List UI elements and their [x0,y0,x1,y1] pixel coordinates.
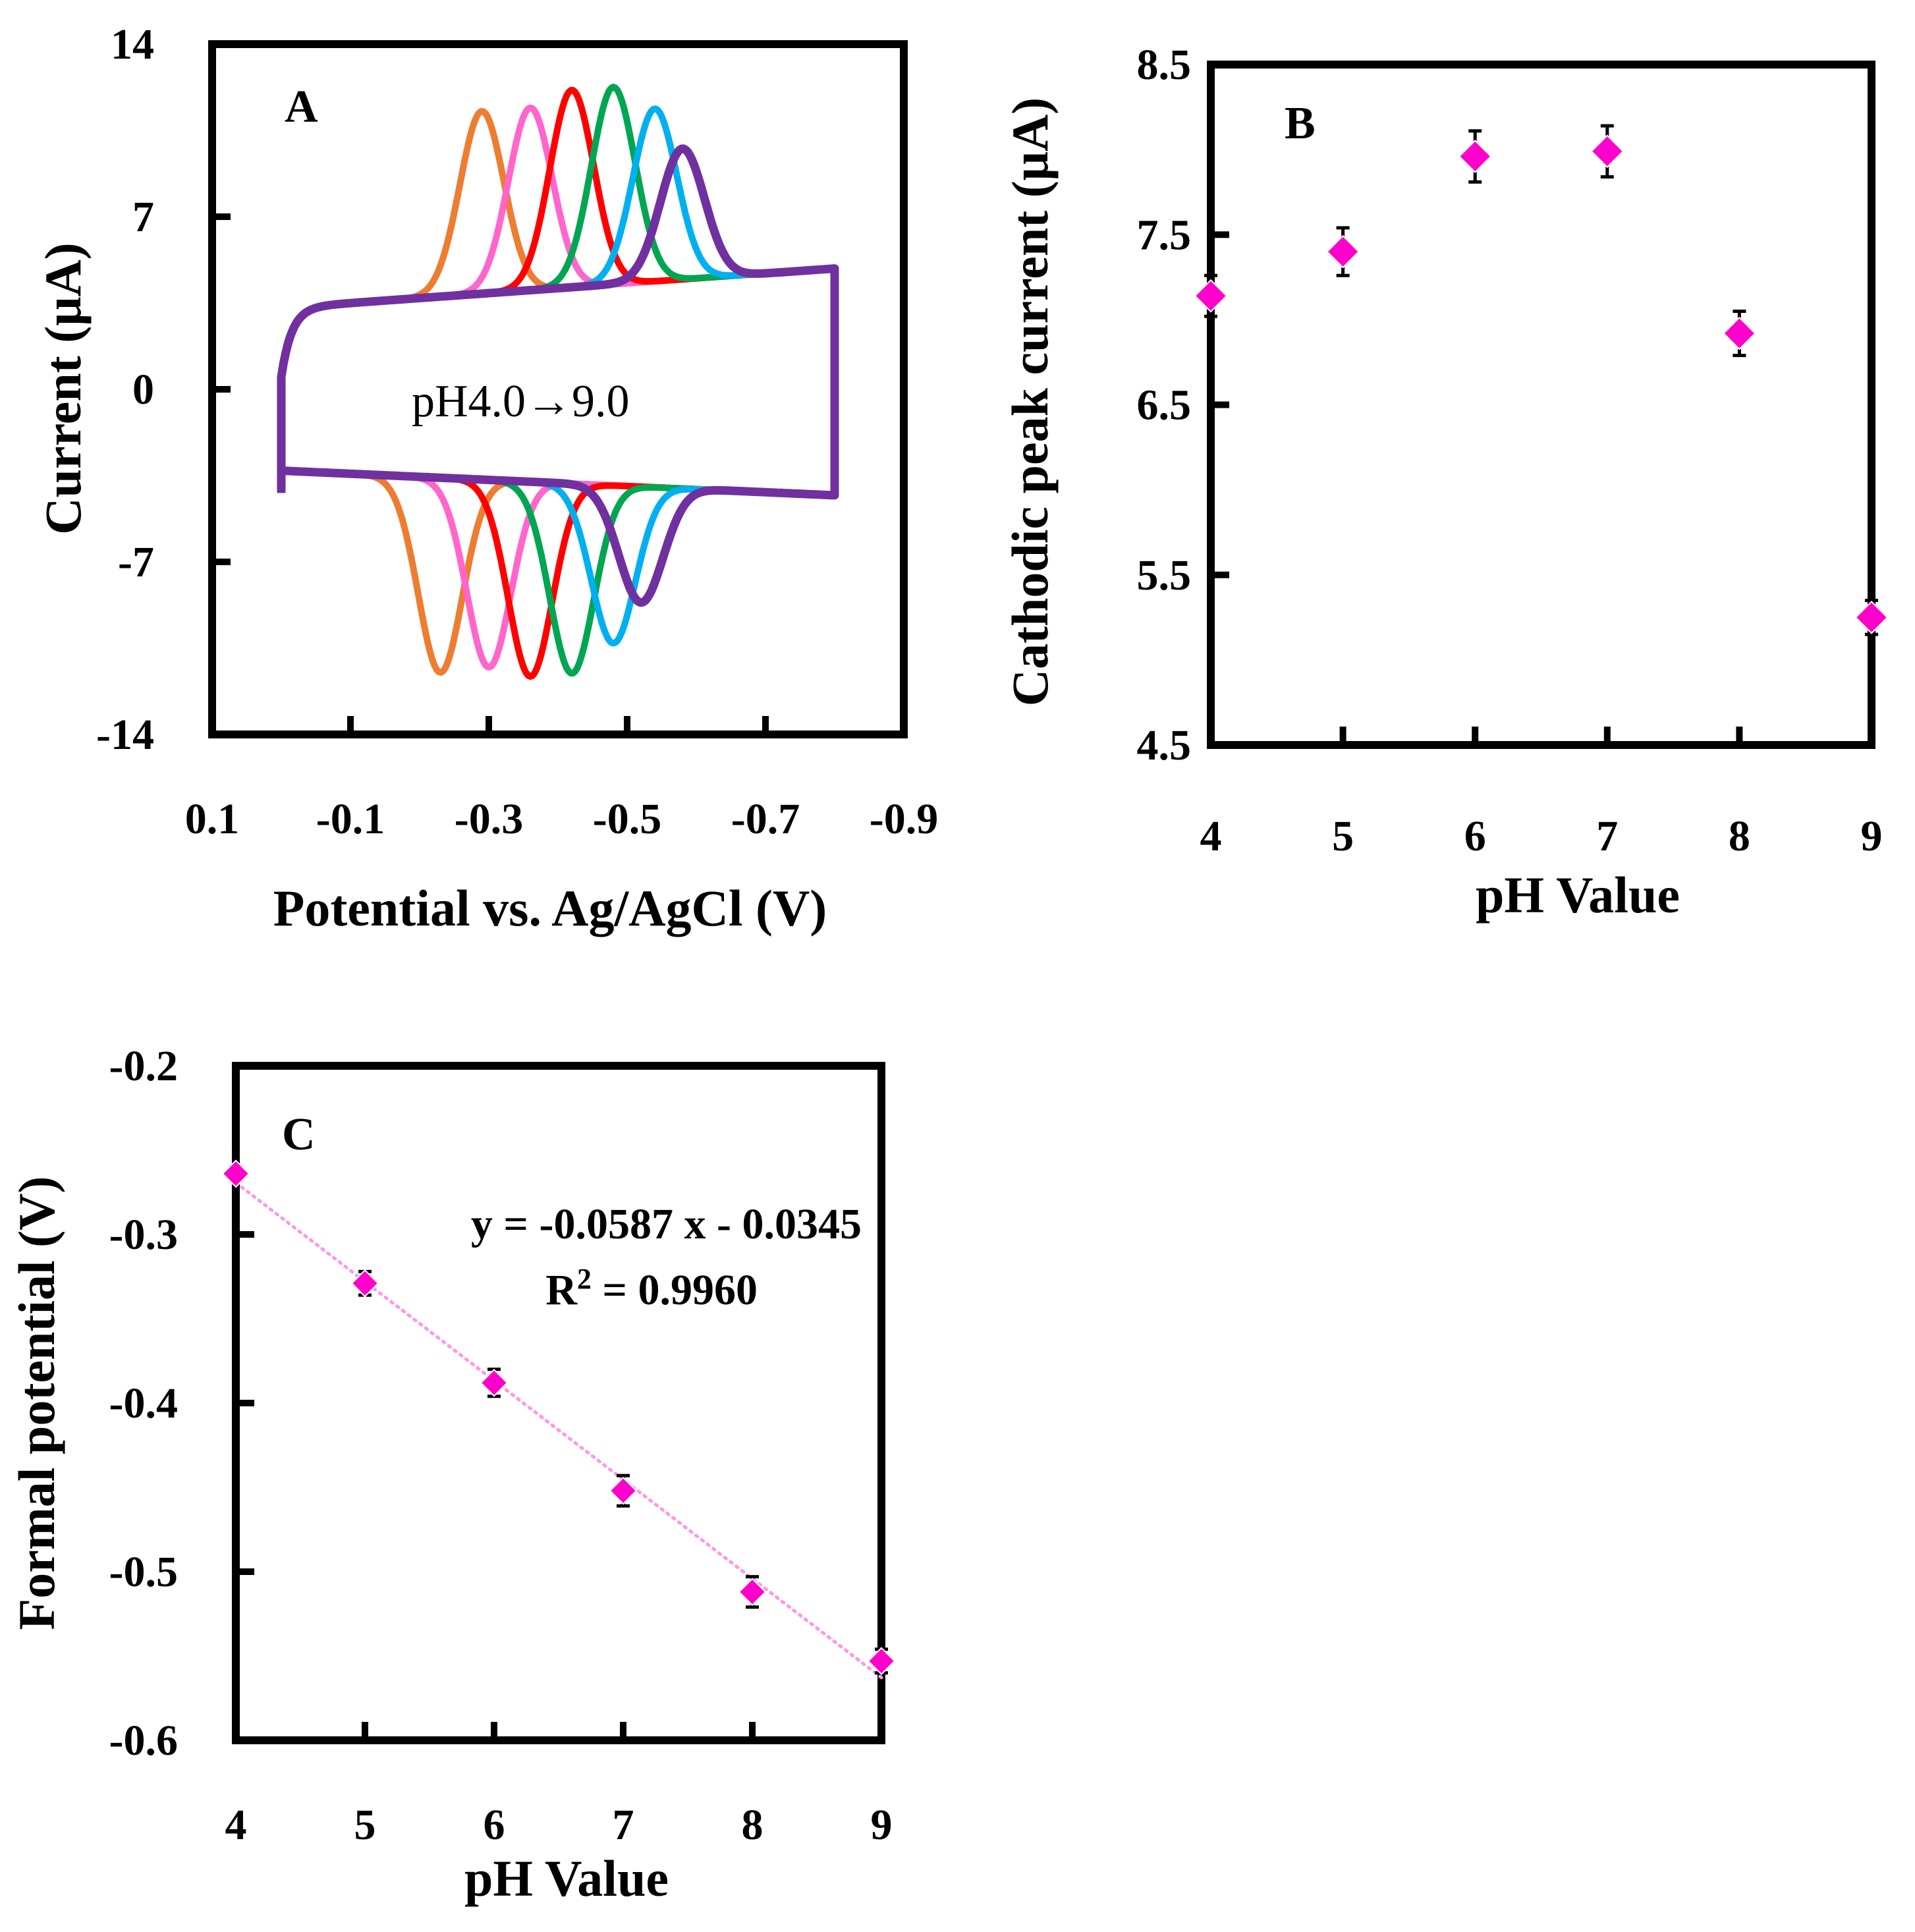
r-squared-label: R [545,1266,578,1314]
data-point [867,1647,896,1676]
data-point [1458,140,1492,173]
x-tick-label: 9 [1861,812,1883,860]
y-tick-label: 4.5 [1137,721,1192,769]
x-tick-label: 7 [1596,812,1618,860]
cv-curves [277,84,839,680]
y-tick-label: -14 [96,711,154,759]
data-point [480,1368,509,1397]
x-axis-title: Potential vs. Ag/AgCl (V) [273,879,827,937]
x-tick-label: 6 [1464,812,1486,860]
panel-label: C [282,1109,316,1160]
x-axis-title: pH Value [1476,866,1680,924]
y-tick-label: -0.4 [109,1379,178,1427]
x-tick-label: 0.1 [185,795,240,843]
panel-b-chart: 4 5 6 7 8 9 4.5 5.5 6.5 7.5 8.5 B Cathodic peak cu… [1001,41,1889,924]
r-squared-superscript: 2 [577,1263,592,1295]
x-tick-label: -0.9 [870,795,938,843]
fit-equation: y = -0.0587 x - 0.0345 [471,1200,862,1248]
y-tick-label: 8.5 [1137,41,1192,89]
x-tick-label: 4 [1200,812,1222,860]
trendline [234,1180,883,1680]
data-point [221,1159,250,1188]
r-squared-value: = 0.9960 [592,1266,758,1314]
data-point [738,1578,767,1607]
data-point [1590,134,1624,169]
data-point [1722,316,1756,350]
x-tick-label: 9 [871,1801,893,1849]
data-point [1194,279,1228,313]
cv-curve [277,144,839,607]
x-tick-label: 8 [1729,812,1750,860]
axis-ticks: 0.1 -0.1 -0.3 -0.5 -0.7 -0.9 -14 -7 0 7 14 [96,20,938,843]
data-point [1326,235,1360,269]
r-squared: R2 = 0.9960 [545,1263,758,1314]
data-point [609,1476,638,1505]
x-axis-title: pH Value [464,1850,669,1907]
x-tick-label: 6 [484,1801,505,1849]
y-axis-title: Formal potential (V) [8,1176,65,1630]
y-axis-title: Current (μA) [34,242,92,535]
y-tick-label: -0.2 [109,1042,178,1090]
y-tick-label: -0.5 [109,1548,178,1596]
plot-frame [232,1062,885,1744]
y-tick-label: -7 [118,538,154,586]
axis-ticks: 4 5 6 7 8 9 -0.6 -0.5 -0.4 -0.3 -0.2 [109,1042,893,1849]
annotation-ph-range: pH4.0→9.0 [412,376,630,427]
y-tick-label: 14 [111,20,154,69]
x-tick-label: -0.7 [731,795,800,843]
y-tick-label: 7 [132,193,154,241]
x-tick-label: 8 [742,1801,763,1849]
y-tick-label: -0.6 [109,1717,178,1765]
data-points [1194,124,1889,636]
axis-ticks: 4 5 6 7 8 9 4.5 5.5 6.5 7.5 8.5 [1137,41,1883,860]
y-tick-label: 0 [132,366,154,414]
y-tick-label: 5.5 [1137,551,1192,599]
x-tick-label: 5 [1332,812,1354,860]
x-tick-label: -0.5 [593,795,661,843]
y-axis-title: Cathodic peak current (μA) [1001,97,1059,707]
data-point [350,1269,379,1298]
x-tick-label: -0.1 [316,795,385,843]
x-tick-label: 4 [225,1801,247,1849]
y-tick-label: -0.3 [109,1211,178,1259]
data-points [221,1159,896,1676]
x-tick-label: -0.3 [455,795,523,843]
panel-a-chart: 0.1 -0.1 -0.3 -0.5 -0.7 -0.9 -14 -7 0 7 14 A pH4.0… [34,20,938,937]
panel-label: B [1285,98,1316,149]
plot-frame [1207,61,1875,749]
y-tick-label: 6.5 [1137,381,1192,429]
y-tick-label: 7.5 [1137,211,1192,259]
x-tick-label: 5 [354,1801,376,1849]
x-tick-label: 7 [613,1801,634,1849]
data-point [1854,600,1889,634]
panel-c-chart: 4 5 6 7 8 9 -0.6 -0.5 -0.4 -0.3 -0.2 C y = -0.0587… [8,1042,896,1907]
fit-line [234,1180,883,1680]
panel-label: A [285,82,318,132]
